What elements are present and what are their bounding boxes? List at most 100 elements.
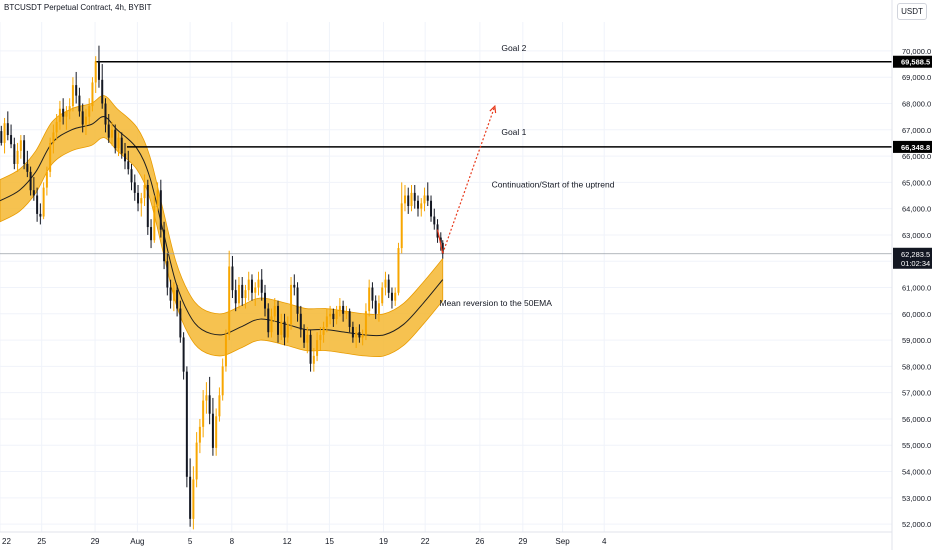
- candle: [338, 298, 341, 317]
- candle: [211, 397, 214, 456]
- y-tick-label: 57,000.0: [902, 389, 931, 398]
- levels-layer: [0, 60, 892, 255]
- candle: [169, 279, 172, 309]
- candle-body: [143, 184, 146, 199]
- candle: [208, 376, 211, 425]
- candle-body: [417, 200, 420, 209]
- candle: [387, 274, 390, 299]
- candle: [325, 308, 328, 333]
- candle: [283, 313, 286, 346]
- candle-body: [384, 279, 387, 288]
- candle-body: [374, 300, 377, 314]
- candle-body: [277, 305, 280, 335]
- y-tick-label: 53,000.0: [902, 494, 931, 503]
- ema-band-layer: [0, 95, 444, 358]
- y-tick-label: 65,000.0: [902, 178, 931, 187]
- candle: [384, 271, 387, 296]
- y-tick-label: 61,000.0: [902, 284, 931, 293]
- candle: [303, 324, 306, 348]
- candle: [195, 432, 198, 488]
- candle-body: [413, 192, 416, 201]
- candle: [104, 98, 107, 133]
- candle-body: [309, 334, 312, 364]
- candle: [185, 366, 188, 488]
- candle-body: [150, 227, 153, 241]
- candle: [78, 87, 81, 117]
- candle-body: [410, 192, 413, 207]
- candle: [397, 242, 400, 296]
- candle: [224, 329, 227, 372]
- candle: [143, 174, 146, 207]
- candle-body: [361, 334, 364, 338]
- candle: [3, 117, 6, 154]
- candle-body: [319, 334, 322, 341]
- candle-body: [224, 334, 227, 367]
- candle-body: [146, 184, 149, 228]
- candle-body: [88, 106, 91, 117]
- candle-body: [426, 195, 429, 201]
- candle-body: [176, 290, 179, 309]
- candle-body: [97, 61, 100, 80]
- candle: [280, 313, 283, 341]
- candle-body: [198, 426, 201, 443]
- candle: [150, 219, 153, 249]
- candle: [247, 271, 250, 301]
- candle: [410, 184, 413, 212]
- candle-body: [303, 329, 306, 343]
- candle: [202, 390, 205, 438]
- candle-body: [407, 195, 410, 207]
- candle-body: [39, 213, 42, 217]
- candle-body: [394, 292, 397, 301]
- candle: [205, 382, 208, 414]
- candle-body: [260, 279, 263, 293]
- candle-body: [120, 137, 123, 154]
- candle-body: [71, 85, 74, 107]
- candle-body: [159, 190, 162, 230]
- candle-body: [104, 103, 107, 125]
- candle-body: [215, 416, 218, 448]
- candle-body: [218, 395, 221, 417]
- candle: [250, 274, 253, 301]
- candle-body: [351, 326, 354, 338]
- candle: [133, 174, 136, 201]
- x-tick-label: 29: [91, 537, 100, 546]
- y-tick-label: 54,000.0: [902, 468, 931, 477]
- candle: [364, 303, 367, 341]
- candle-body: [293, 284, 296, 288]
- candle: [400, 182, 403, 254]
- candle-body: [23, 140, 26, 164]
- candle: [361, 329, 364, 346]
- y-tick-label: 69,000.0: [902, 73, 931, 82]
- candle-body: [211, 413, 214, 448]
- candle-body: [62, 108, 65, 117]
- candle: [166, 253, 169, 296]
- candle: [423, 187, 426, 212]
- candle: [215, 408, 218, 456]
- candle: [309, 329, 312, 372]
- candle-body: [257, 279, 260, 288]
- candle-body: [358, 332, 361, 338]
- candle: [218, 387, 221, 422]
- candle-body: [322, 326, 325, 335]
- candle-body: [114, 129, 117, 149]
- candle-body: [234, 290, 237, 304]
- y-tick-label: 60,000.0: [902, 310, 931, 319]
- candle-body: [13, 144, 16, 164]
- candle: [88, 98, 91, 125]
- candle: [316, 332, 319, 362]
- candle-body: [329, 313, 332, 317]
- candle: [286, 316, 289, 343]
- candle: [26, 150, 29, 178]
- x-tick-label: Aug: [130, 537, 144, 546]
- candle-body: [182, 337, 185, 372]
- annotation-label: Goal 2: [501, 43, 526, 53]
- candle-body: [423, 195, 426, 204]
- candle-body: [290, 284, 293, 325]
- currency-selector[interactable]: USDT: [897, 3, 927, 20]
- candle: [296, 282, 299, 322]
- current-price-tag: [893, 247, 932, 269]
- candle: [42, 182, 45, 220]
- candle: [32, 177, 35, 201]
- candle-body: [332, 313, 335, 320]
